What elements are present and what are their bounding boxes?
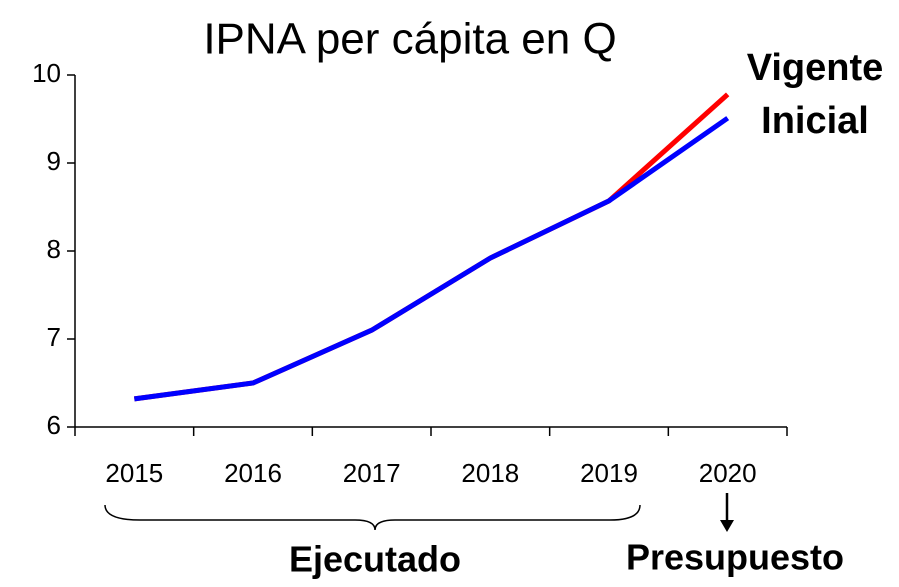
y-tick-label: 6 (47, 410, 61, 440)
y-tick-label: 7 (47, 322, 61, 352)
y-tick-label: 10 (32, 58, 61, 88)
y-tick-label: 9 (47, 146, 61, 176)
x-tick-label: 2016 (224, 458, 282, 488)
legend-label: Inicial (761, 100, 869, 142)
line (134, 92, 730, 402)
annotation: Presupuesto (626, 537, 844, 578)
arrow-head (720, 520, 734, 532)
x-tick-label: 2017 (343, 458, 401, 488)
x-tick-label: 2020 (699, 458, 757, 488)
legend-label: Vigente (747, 47, 884, 89)
annotation: Ejecutado (289, 539, 461, 580)
x-tick-label: 2015 (105, 458, 163, 488)
x-tick-label: 2018 (461, 458, 519, 488)
y-tick-label: 8 (47, 234, 61, 264)
line (134, 116, 730, 402)
chart-title: IPNA per cápita en Q (203, 15, 616, 64)
brace (104, 504, 641, 531)
x-tick-label: 2019 (580, 458, 638, 488)
